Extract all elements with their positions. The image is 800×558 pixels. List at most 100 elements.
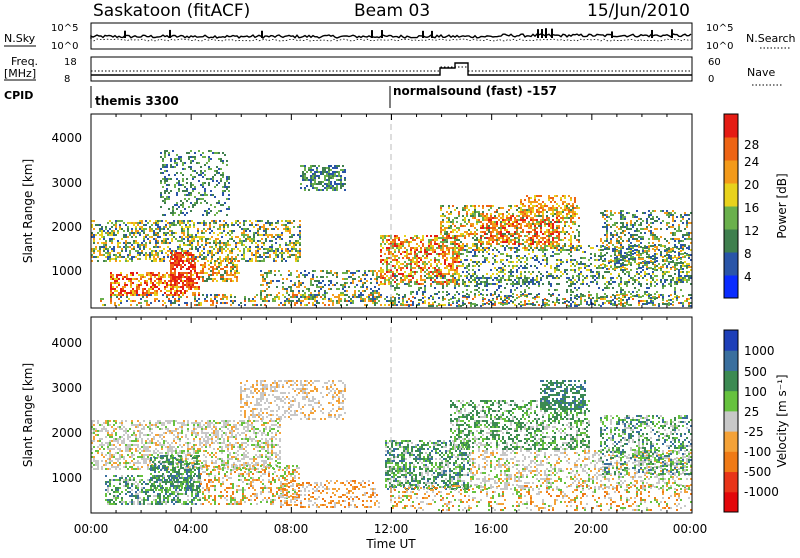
- power-cell-4141: [524, 245, 526, 247]
- power-cell-692: [235, 242, 237, 244]
- power-cell-2937: [442, 205, 444, 207]
- power-cell-3614: [490, 219, 492, 221]
- power-cell-2435: [388, 253, 390, 255]
- power-cell-1170: [194, 170, 196, 172]
- power-cell-2095: [282, 278, 284, 280]
- power-cell-2668: [424, 251, 426, 253]
- power-cell-2220: [326, 272, 328, 274]
- power-cell-2234: [330, 300, 332, 302]
- power-cell-2111: [288, 294, 290, 296]
- power-cell-565: [207, 238, 209, 240]
- power-cell-1283: [222, 172, 224, 174]
- power-cell-4495: [640, 271, 642, 273]
- power-cell-1604: [146, 272, 148, 274]
- power-cell-1477: [342, 171, 344, 173]
- power-cell-1051: [168, 196, 170, 198]
- power-cell-517: [197, 230, 199, 232]
- power-cell-590: [213, 220, 215, 222]
- power-cell-3046: [464, 237, 466, 239]
- power-cell-3927: [460, 245, 462, 247]
- power-cell-2734: [434, 257, 436, 259]
- power-cell-192: [131, 236, 133, 238]
- power-cell-2493: [396, 247, 398, 249]
- power-cell-2839: [448, 279, 450, 281]
- power-cell-585: [211, 250, 213, 252]
- power-cell-1870: [186, 252, 188, 254]
- power-cell-1805: [172, 286, 174, 288]
- power-cell-2621: [416, 253, 418, 255]
- power-cell-3860: [540, 203, 542, 205]
- power-cell-846: [267, 250, 269, 252]
- power-cell-2503: [398, 239, 400, 241]
- power-cell-4378: [604, 283, 606, 285]
- power-cell-209: [135, 228, 137, 230]
- power-cell-136: [119, 224, 121, 226]
- power-cell-2080: [270, 282, 272, 284]
- power-cell-2950: [444, 231, 446, 233]
- power-cell-3813: [558, 237, 560, 239]
- power-cell-4147: [524, 277, 526, 279]
- power-cell-331: [157, 240, 159, 242]
- power-cell-4448: [628, 275, 630, 277]
- power-cell-4133: [520, 271, 522, 273]
- power-cell-917: [285, 224, 287, 226]
- power-cell-4901: [638, 250, 640, 252]
- power-cell-1481: [344, 171, 346, 173]
- power-cell-3496: [560, 239, 562, 241]
- power-cell-4112: [516, 249, 518, 251]
- power-cell-267: [145, 246, 147, 248]
- power-cell-2554: [406, 253, 408, 255]
- power-cell-2808: [444, 261, 446, 263]
- power-cell-739: [245, 240, 247, 242]
- power-cell-3918: [572, 203, 574, 205]
- power-cell-2383: [380, 267, 382, 269]
- power-cell-3855: [538, 203, 540, 205]
- power-cell-1947: [206, 272, 208, 274]
- power-cell-1255: [214, 214, 216, 216]
- power-cell-2948: [444, 227, 446, 229]
- power-cell-1076: [174, 212, 176, 214]
- power-cell-4512: [646, 253, 648, 255]
- power-cell-2425: [386, 269, 388, 271]
- power-cell-4941: [646, 246, 648, 248]
- power-cell-4074: [502, 275, 504, 277]
- power-cell-1319: [300, 187, 302, 189]
- power-cell-1070: [174, 162, 176, 164]
- power-cell-2752: [436, 269, 438, 271]
- power-cell-4913: [640, 246, 642, 248]
- power-cell-1268: [218, 182, 220, 184]
- power-cell-1347: [310, 175, 312, 177]
- power-cell-316: [155, 244, 157, 246]
- power-cell-4305: [580, 247, 582, 249]
- power-cell-800: [257, 260, 259, 262]
- power-cell-144: [119, 260, 121, 262]
- power-cell-894: [279, 234, 281, 236]
- power-cell-872: [273, 258, 275, 260]
- power-cell-4360: [598, 267, 600, 269]
- power-cell-305: [153, 258, 155, 260]
- power-cell-1385: [320, 171, 322, 173]
- power-cell-922: [285, 244, 287, 246]
- power-cell-4687: [602, 216, 604, 218]
- nave-label: Nave: [747, 66, 775, 79]
- power-cell-4227: [554, 253, 556, 255]
- power-cell-1318: [300, 183, 302, 185]
- power-cell-3279: [512, 247, 514, 249]
- power-cell-4220: [550, 273, 552, 275]
- power-cell-3885: [552, 211, 554, 213]
- power-cell-1376: [316, 187, 318, 189]
- power-cell-4713: [606, 232, 608, 234]
- power-cell-2877: [454, 251, 456, 253]
- power-cell-2537: [402, 281, 404, 283]
- power-cell-3514: [564, 225, 566, 227]
- power-cell-3145: [484, 237, 486, 239]
- power-cell-4150: [526, 249, 528, 251]
- power-cell-2388: [380, 277, 382, 279]
- power-cell-3541: [570, 217, 572, 219]
- power-cell-1005: [160, 196, 162, 198]
- power-cell-3513: [564, 223, 566, 225]
- power-cell-3970: [472, 265, 474, 267]
- power-cell-657: [227, 240, 229, 242]
- power-cell-990: [299, 242, 301, 244]
- power-cell-3556: [572, 215, 574, 217]
